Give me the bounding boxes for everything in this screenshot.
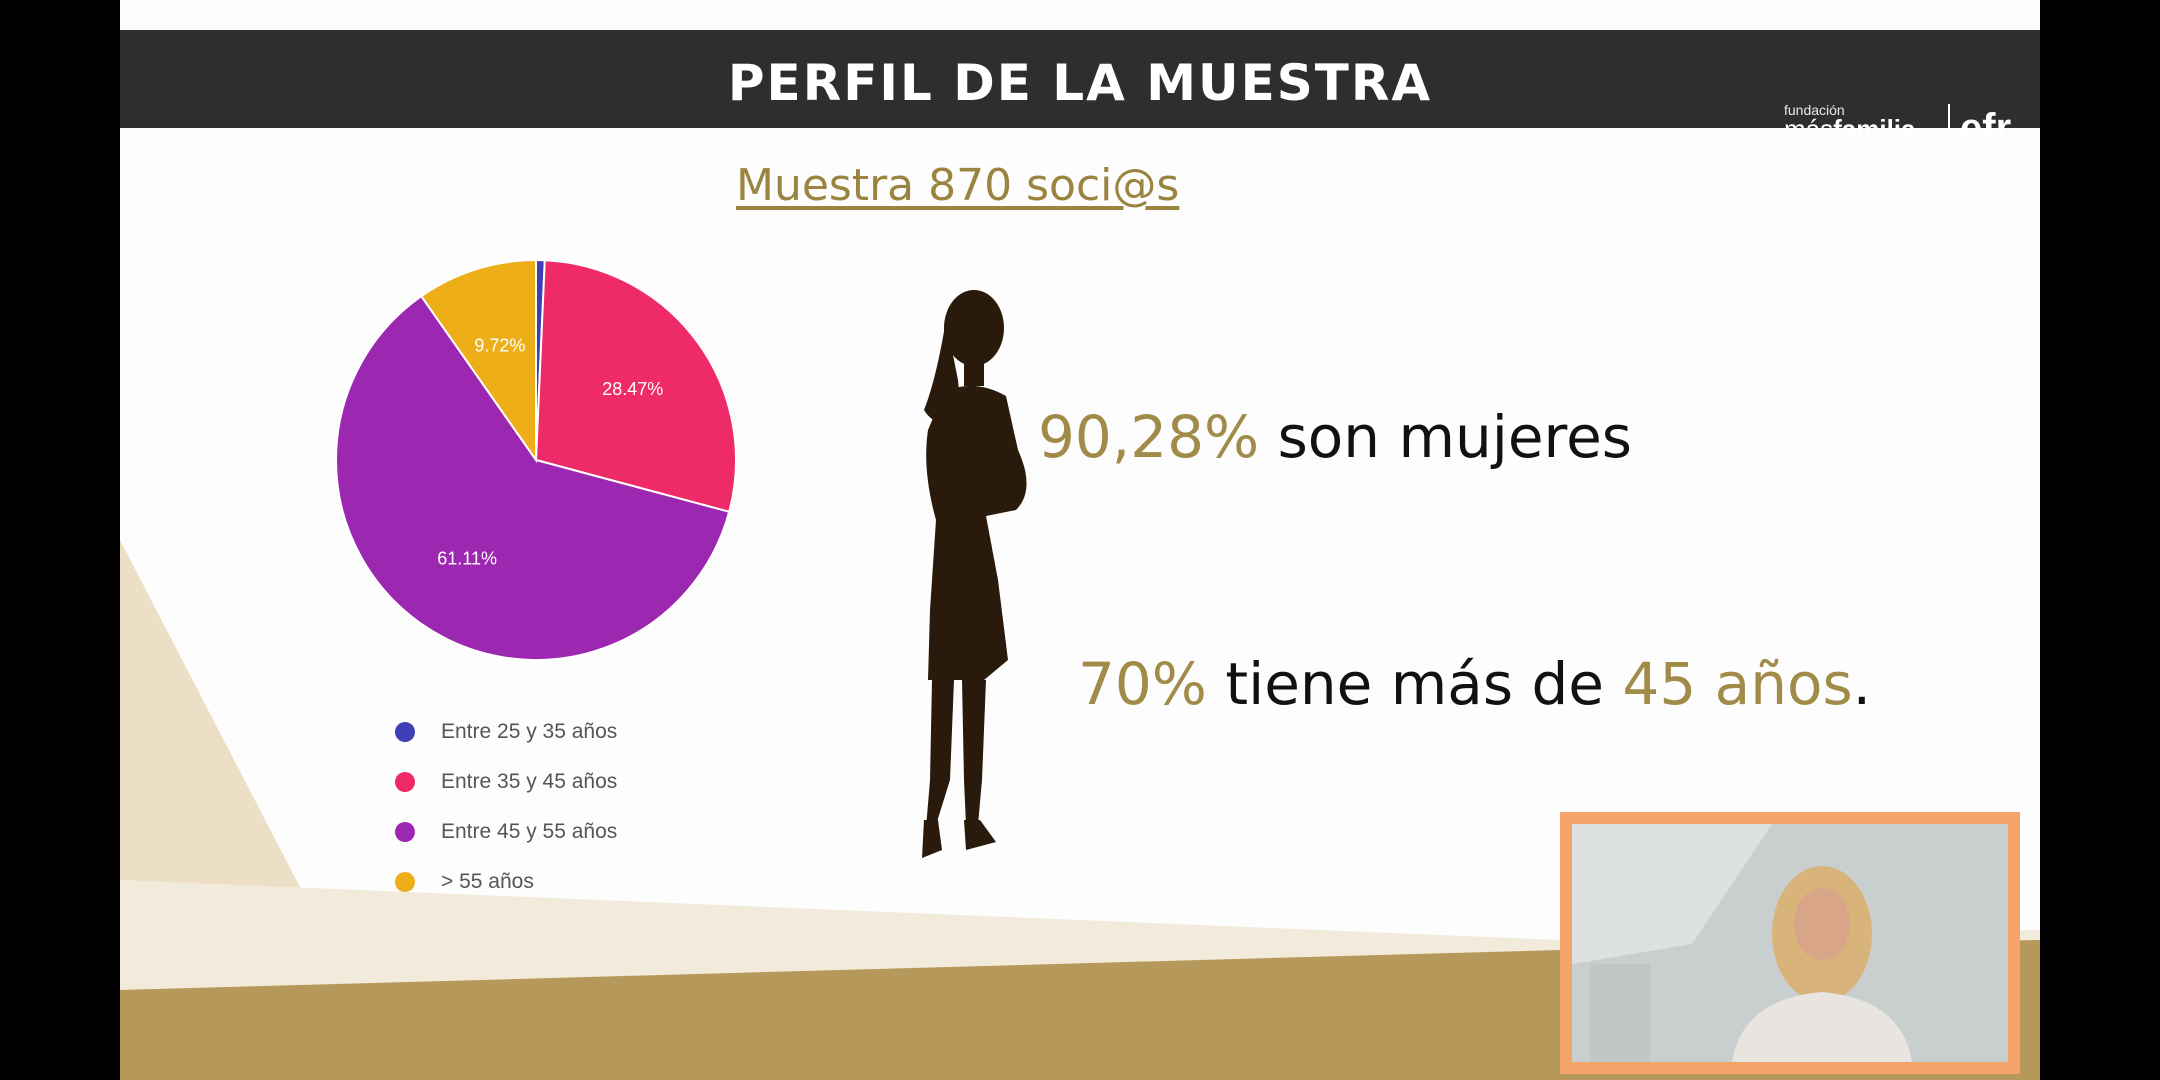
legend-item-3: > 55 años (395, 870, 534, 894)
legend-dot-icon (395, 822, 415, 843)
pie-label-1: 28.47% (602, 379, 663, 399)
logo-name-bold: familia (1833, 114, 1916, 144)
logo-efr-mark: efr (1960, 106, 2012, 150)
stat-women: 90,28% son mujeres (1038, 403, 1632, 471)
pie-slice-1 (534, 259, 737, 514)
logo: fundación másfamilia efr (1784, 70, 2024, 150)
legend-dot-icon (395, 722, 415, 743)
stat-age-value: 70% (1078, 650, 1207, 718)
legend-item-2: Entre 45 y 55 años (395, 820, 617, 844)
logo-fundacion-text: fundación (1784, 102, 1845, 118)
age-pie-chart: 28.47% 61.11% 9.72% (335, 258, 737, 661)
logo-name: másfamilia (1784, 114, 1916, 145)
title-bar: PERFIL DE LA MUESTRA fundación másfamili… (120, 30, 2040, 150)
legend-label: Entre 35 y 45 años (441, 770, 618, 793)
pie-slice-3 (419, 258, 537, 464)
legend-dot-icon (395, 872, 415, 893)
legend-label: > 55 años (441, 870, 534, 893)
page-title: PERFIL DE LA MUESTRA (727, 54, 1433, 112)
stat-age: 70% tiene más de 45 años. (1078, 650, 1871, 718)
legend-dot-icon (395, 772, 415, 793)
logo-separator (1948, 104, 1950, 148)
logo-name-light: más (1784, 114, 1834, 144)
stat-women-value: 90,28% (1038, 403, 1260, 471)
legend-item-1: Entre 35 y 45 años (395, 770, 617, 794)
sample-subtitle: Muestra 870 soci@s (736, 160, 1180, 211)
legend-item-0: Entre 25 y 35 años (395, 720, 617, 744)
legend-label: Entre 45 y 55 años (441, 820, 618, 843)
webcam-video (1572, 824, 2008, 1062)
webcam-person-image (1572, 824, 2008, 1062)
stat-age-value2: 45 años (1622, 650, 1853, 718)
pie-label-3: 9.72% (474, 336, 525, 356)
pie-label-2: 61.11% (437, 548, 497, 568)
pie-slice-2 (335, 294, 731, 661)
stat-age-text: tiene más de (1206, 650, 1623, 718)
stat-women-text: son mujeres (1259, 403, 1633, 471)
legend-label: Entre 25 y 35 años (441, 720, 618, 743)
webcam-overlay (1560, 812, 2020, 1074)
stat-age-end: . (1852, 650, 1872, 718)
woman-silhouette-icon (922, 290, 1027, 858)
